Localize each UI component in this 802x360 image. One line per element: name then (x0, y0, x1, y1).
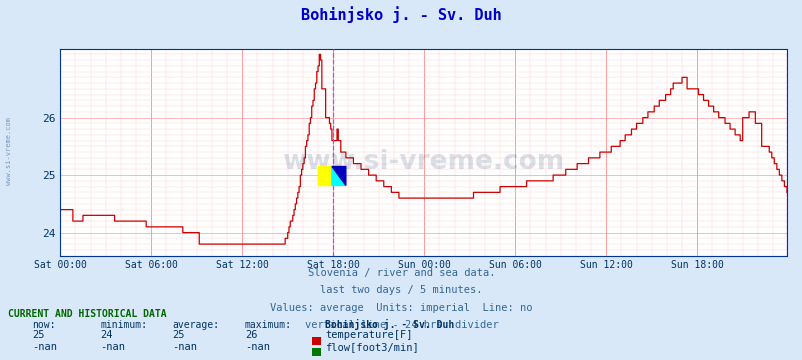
Text: last two days / 5 minutes.: last two days / 5 minutes. (320, 285, 482, 296)
Bar (318, 166, 331, 185)
Polygon shape (331, 166, 346, 185)
Text: Bohinjsko j. - Sv. Duh: Bohinjsko j. - Sv. Duh (325, 319, 454, 330)
Text: 26: 26 (245, 330, 257, 340)
Text: www.si-vreme.com: www.si-vreme.com (282, 149, 564, 175)
Text: 25: 25 (32, 330, 45, 340)
Text: www.si-vreme.com: www.si-vreme.com (6, 117, 12, 185)
Text: temperature[F]: temperature[F] (325, 330, 412, 340)
Text: maximum:: maximum: (245, 320, 292, 330)
Text: average:: average: (172, 320, 220, 330)
Text: flow[foot3/min]: flow[foot3/min] (325, 342, 419, 352)
Text: -nan: -nan (32, 342, 57, 352)
Text: now:: now: (32, 320, 55, 330)
Text: 25: 25 (172, 330, 185, 340)
Text: -nan: -nan (245, 342, 269, 352)
Text: minimum:: minimum: (100, 320, 148, 330)
Text: Bohinjsko j. - Sv. Duh: Bohinjsko j. - Sv. Duh (301, 6, 501, 23)
Text: Values: average  Units: imperial  Line: no: Values: average Units: imperial Line: no (270, 303, 532, 313)
Text: 24: 24 (100, 330, 113, 340)
Text: CURRENT AND HISTORICAL DATA: CURRENT AND HISTORICAL DATA (8, 309, 167, 319)
Text: Slovenia / river and sea data.: Slovenia / river and sea data. (307, 268, 495, 278)
Polygon shape (331, 166, 346, 185)
Text: vertical line - 24 hrs  divider: vertical line - 24 hrs divider (304, 320, 498, 330)
Text: -nan: -nan (100, 342, 125, 352)
Text: -nan: -nan (172, 342, 197, 352)
